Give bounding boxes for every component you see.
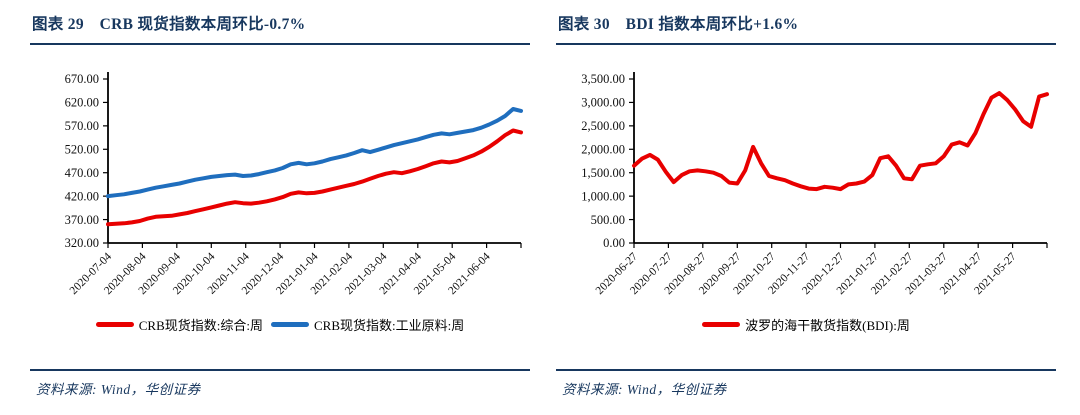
figure-title: 图表 30 BDI 指数本周环比+1.6%	[556, 6, 1056, 45]
y-tick-label: 370.00	[65, 213, 99, 227]
y-tick-label: 1,500.00	[581, 166, 625, 180]
y-tick-label: 320.00	[65, 236, 99, 250]
crb-line-chart: 320.00 370.00 420.00 470.00 520.00 570.00 620.…	[30, 53, 530, 313]
figure-title: 图表 29 CRB 现货指数本周环比-0.7%	[30, 6, 530, 45]
figure-panel-bdi: 图表 30 BDI 指数本周环比+1.6% 0.00 500.00 1,000.00…	[556, 6, 1056, 411]
legend-label: CRB现货指数:综合:周	[138, 317, 263, 333]
legend-label: 波罗的海干散货指数(BDI):周	[745, 317, 910, 333]
source-note: 资料来源: Wind，华创证券	[562, 382, 727, 397]
y-tick-label: 1,000.00	[581, 189, 625, 203]
series-line-1	[106, 107, 523, 199]
legend-line-swatch	[702, 321, 741, 327]
y-tick-label: 670.00	[65, 72, 99, 86]
figure-footer: 资料来源: Wind，华创证券	[556, 369, 1056, 411]
source-note: 资料来源: Wind，华创证券	[36, 382, 201, 397]
figure-panel-crb: 图表 29 CRB 现货指数本周环比-0.7% 320.00 370.00 420.…	[30, 6, 530, 411]
y-tick-label: 520.00	[65, 143, 99, 157]
legend-item: CRB现货指数:工业原料:周	[271, 315, 464, 334]
y-tick-label: 2,000.00	[581, 143, 625, 157]
legend-item: 波罗的海干散货指数(BDI):周	[702, 315, 910, 334]
crb-spot-index-svg: 320.00 370.00 420.00 470.00 520.00 570.00 620.…	[65, 72, 523, 297]
chart-legend: CRB现货指数:综合:周 CRB现货指数:工业原料:周	[30, 313, 530, 335]
y-tick-label: 0.00	[603, 236, 625, 250]
y-tick-label: 3,000.00	[581, 96, 625, 110]
chart-legend: 波罗的海干散货指数(BDI):周	[556, 313, 1056, 335]
y-tick-label: 620.00	[65, 96, 99, 110]
legend-line-swatch	[271, 321, 309, 327]
bdi-line-chart: 0.00 500.00 1,000.00 1,500.00 2,000.00 2,500.…	[556, 53, 1056, 313]
series-line-0	[106, 128, 523, 227]
y-tick-label: 3,500.00	[581, 72, 625, 86]
series-line-0	[632, 91, 1049, 192]
y-tick-label: 420.00	[65, 189, 99, 203]
legend-item: CRB现货指数:综合:周	[95, 315, 263, 334]
y-tick-label: 570.00	[65, 119, 99, 133]
y-tick-label: 470.00	[65, 166, 99, 180]
y-tick-label: 500.00	[591, 213, 625, 227]
legend-line-swatch	[95, 321, 134, 327]
bdi-index-svg: 0.00 500.00 1,000.00 1,500.00 2,000.00 2,500.…	[581, 72, 1049, 297]
legend-label: CRB现货指数:工业原料:周	[314, 317, 465, 333]
y-tick-label: 2,500.00	[581, 119, 625, 133]
figure-footer: 资料来源: Wind，华创证券	[30, 369, 530, 411]
